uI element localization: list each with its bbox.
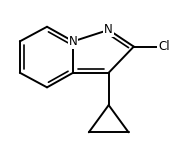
Text: N: N <box>69 35 78 48</box>
Text: N: N <box>104 23 113 36</box>
Text: Cl: Cl <box>158 40 170 53</box>
